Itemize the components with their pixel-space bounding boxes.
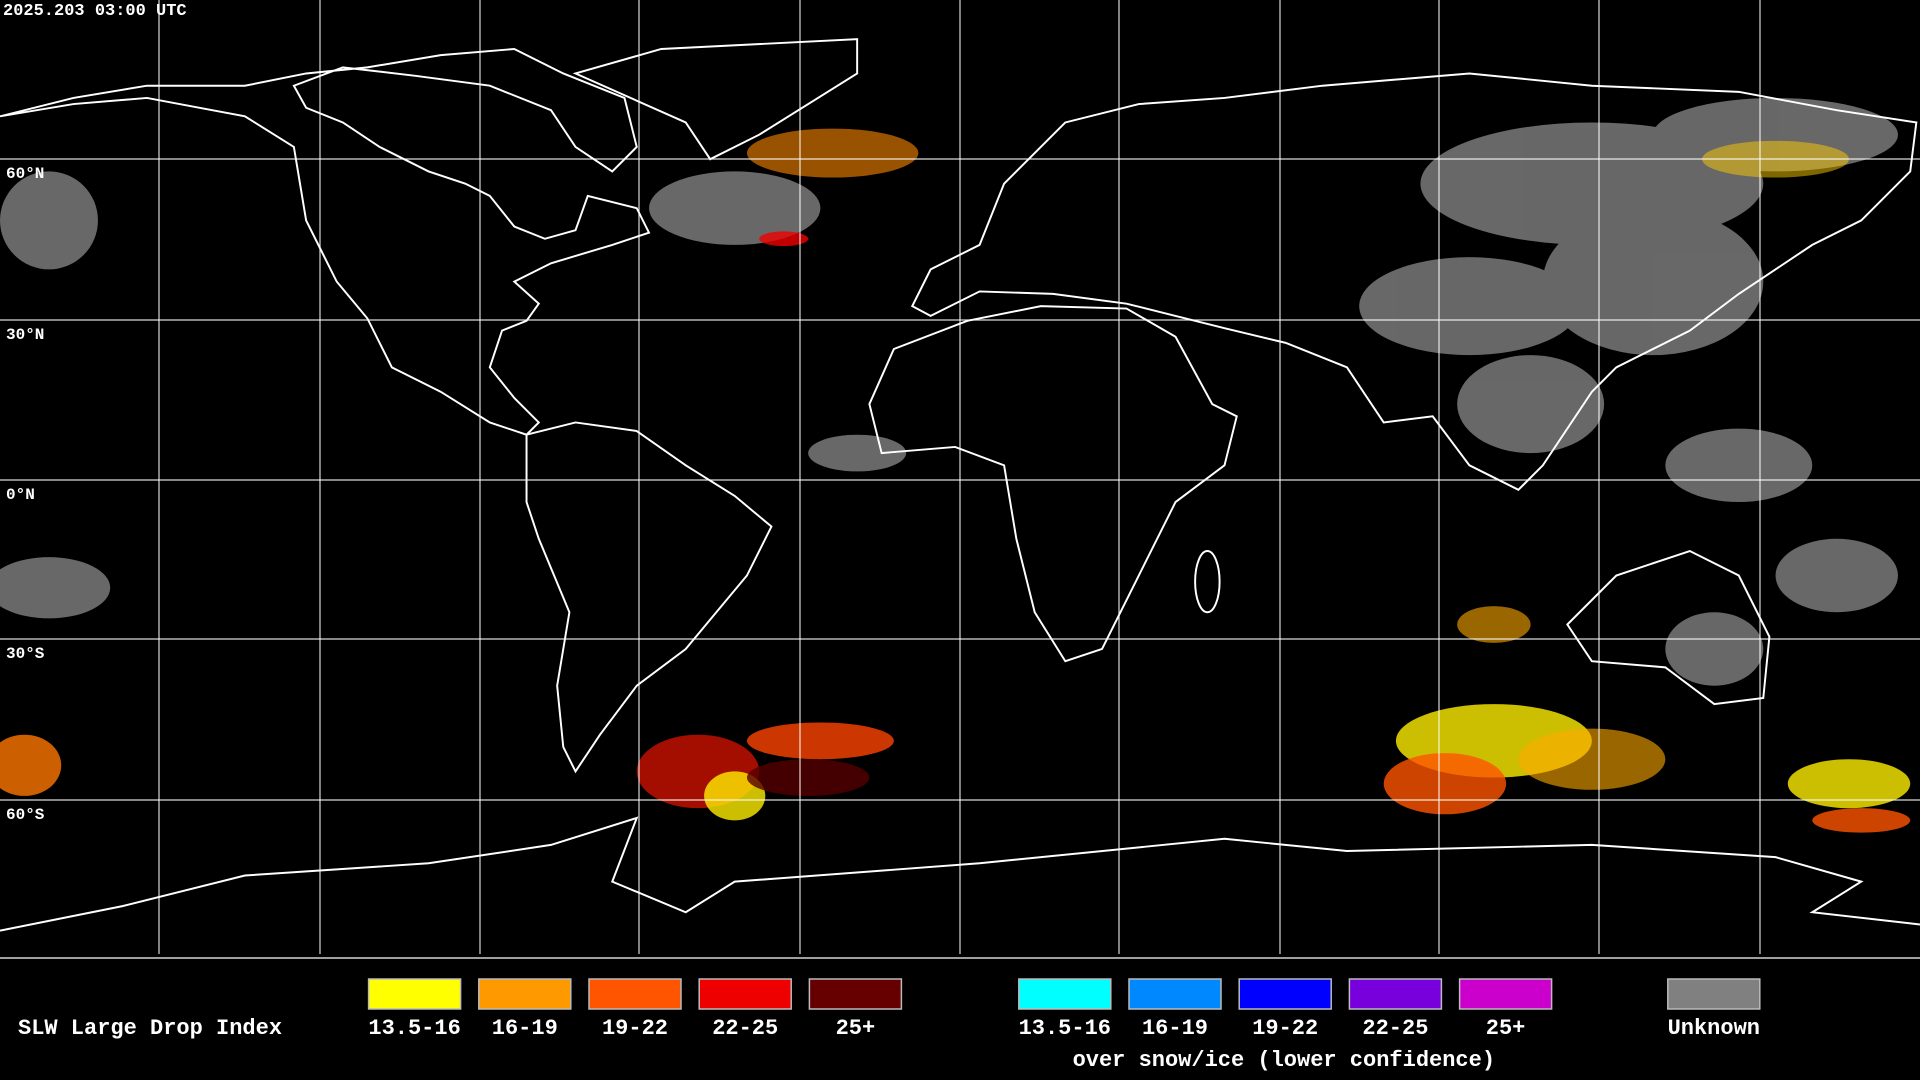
graticule	[0, 0, 1920, 954]
legend-swatch	[1458, 978, 1553, 1010]
timestamp: 2025.203 03:00 UTC	[3, 2, 187, 21]
australia	[1566, 549, 1771, 706]
legend-label: 22-25	[712, 1016, 778, 1041]
legend-swatch	[1018, 978, 1112, 1010]
legend-label: 19-22	[602, 1016, 668, 1041]
legend-swatch	[698, 978, 792, 1010]
legend: 13.5-16 16-19 19-22 22-25 25+ 13.5-16 16-19 19-…	[367, 978, 1761, 1073]
legend-label: 13.5-16	[368, 1016, 460, 1041]
legend-label: 16-19	[492, 1016, 558, 1041]
eurasia	[910, 72, 1918, 491]
latitude-label: 30°S	[6, 645, 45, 663]
africa	[868, 305, 1238, 663]
legend-label: 22-25	[1362, 1016, 1428, 1041]
legend-label: 19-22	[1252, 1016, 1318, 1041]
greenland	[572, 38, 859, 161]
legend-label: 25+	[836, 1016, 876, 1041]
coastlines	[0, 38, 1920, 932]
legend-swatch	[1667, 978, 1761, 1010]
legend-swatch	[808, 978, 903, 1010]
latitude-label: 60°N	[6, 165, 44, 183]
legend-title: SLW Large Drop Index	[18, 1016, 282, 1041]
latitude-label: 30°N	[6, 326, 44, 344]
legend-swatch	[478, 978, 572, 1010]
latitude-label: 60°S	[6, 806, 45, 824]
legend-swatch	[1348, 978, 1443, 1010]
latitude-label: 0°N	[6, 486, 35, 504]
latitude-labels: 60°N 30°N 0°N 30°S 60°S	[6, 165, 45, 824]
south-america	[525, 421, 773, 774]
legend-label: 13.5-16	[1019, 1016, 1111, 1041]
legend-caption: over snow/ice (lower confidence)	[1073, 1048, 1495, 1073]
legend-swatch	[588, 978, 682, 1010]
legend-label: 16-19	[1142, 1016, 1208, 1041]
legend-swatch	[1238, 978, 1332, 1010]
legend-label: Unknown	[1668, 1016, 1760, 1041]
madagascar	[1194, 550, 1221, 614]
legend-label: 25+	[1486, 1016, 1526, 1041]
legend-swatch	[1128, 978, 1222, 1010]
antarctica	[0, 816, 1920, 932]
north-america	[0, 47, 651, 436]
legend-swatch	[367, 978, 462, 1010]
